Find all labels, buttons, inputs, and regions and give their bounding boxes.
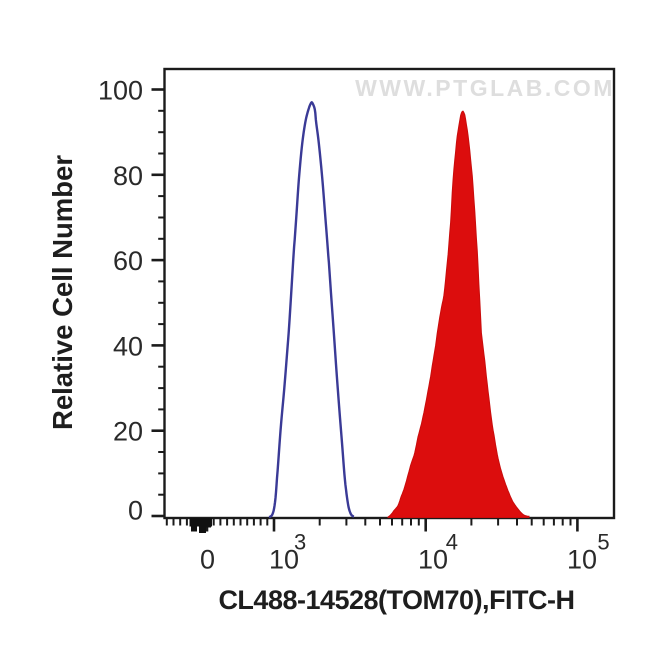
svg-text:5: 5 xyxy=(597,530,609,555)
svg-text:40: 40 xyxy=(113,331,143,361)
svg-text:10: 10 xyxy=(418,545,448,575)
svg-text:10: 10 xyxy=(269,545,299,575)
svg-text:CL488-14528(TOM70),FITC-H: CL488-14528(TOM70),FITC-H xyxy=(218,585,574,615)
svg-text:10: 10 xyxy=(567,545,597,575)
svg-text:0: 0 xyxy=(200,545,215,575)
svg-text:Relative Cell Number: Relative Cell Number xyxy=(47,155,78,430)
svg-text:60: 60 xyxy=(113,246,143,276)
svg-text:100: 100 xyxy=(98,76,143,106)
svg-text:20: 20 xyxy=(113,417,143,447)
svg-text:4: 4 xyxy=(446,530,458,555)
svg-text:WWW.PTGLAB.COM: WWW.PTGLAB.COM xyxy=(355,75,615,101)
svg-text:0: 0 xyxy=(128,496,143,526)
svg-text:80: 80 xyxy=(113,161,143,191)
svg-text:3: 3 xyxy=(294,530,306,555)
